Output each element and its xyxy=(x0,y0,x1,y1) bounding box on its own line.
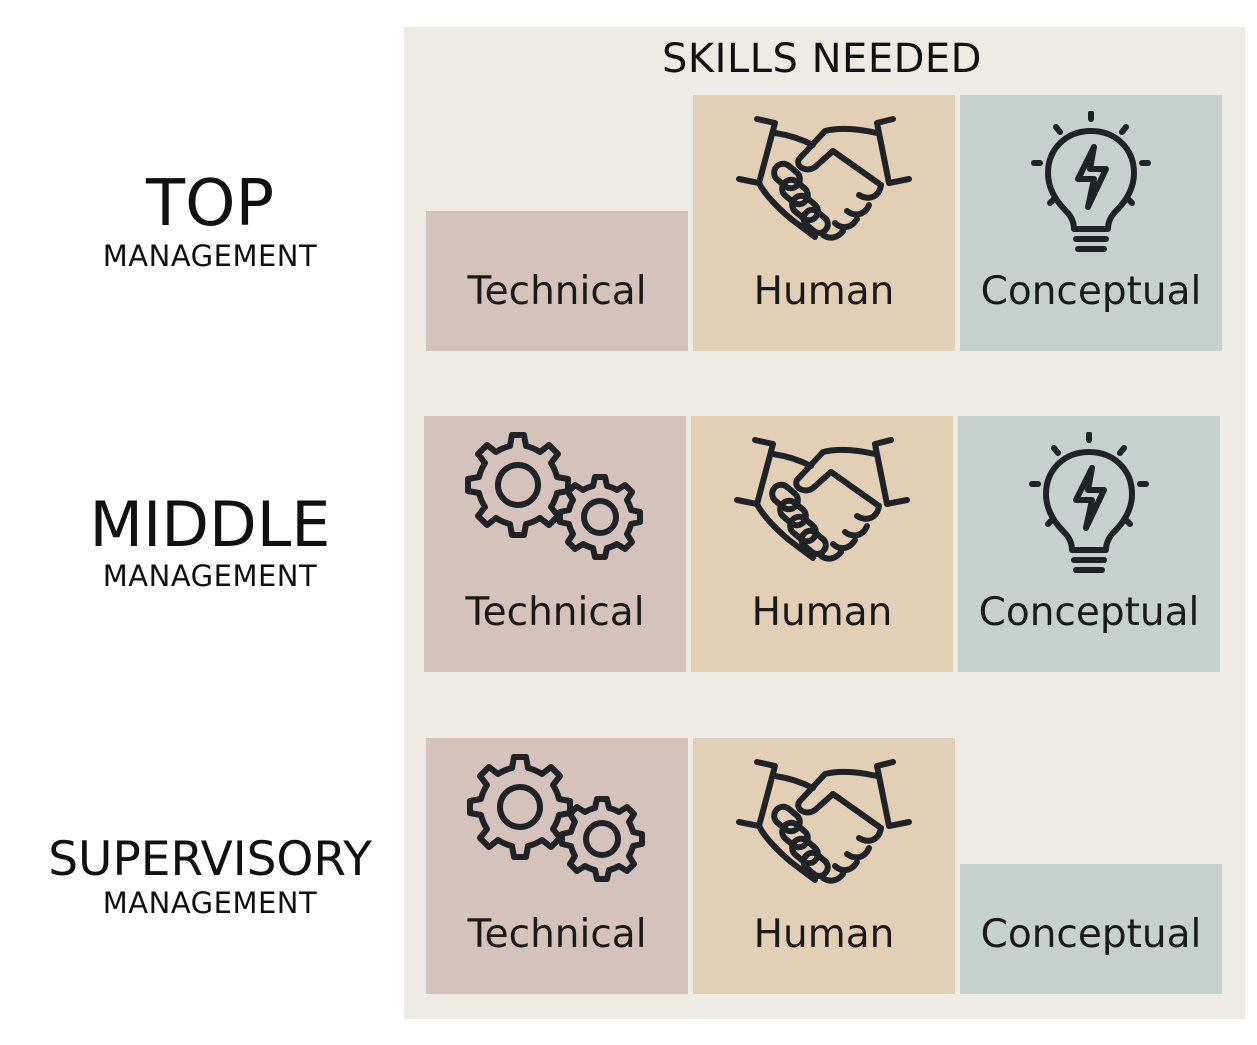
middle-human-cell: Human xyxy=(691,416,953,672)
cell-label: Technical xyxy=(467,912,647,957)
level-top-label: TOP MANAGEMENT xyxy=(0,172,420,271)
level-sub: MANAGEMENT xyxy=(102,886,318,920)
lightbulb-icon xyxy=(958,432,1220,582)
supervisory-conceptual-cell: Conceptual xyxy=(960,864,1222,994)
top-conceptual-cell: Conceptual xyxy=(960,95,1222,351)
lightbulb-icon xyxy=(960,111,1222,261)
level-name: SUPERVISORY xyxy=(48,832,372,887)
level-name: MIDDLE xyxy=(89,488,331,561)
handshake-icon xyxy=(693,111,955,261)
middle-conceptual-cell: Conceptual xyxy=(958,416,1220,672)
cell-label: Conceptual xyxy=(978,590,1200,635)
level-middle-label: MIDDLE MANAGEMENT xyxy=(0,494,420,591)
cell-label: Human xyxy=(751,590,893,635)
level-sub: MANAGEMENT xyxy=(102,239,318,273)
panel-title: SKILLS NEEDED xyxy=(662,36,982,82)
cell-label: Conceptual xyxy=(980,912,1202,957)
supervisory-technical-cell: Technical xyxy=(426,738,688,994)
supervisory-human-cell: Human xyxy=(693,738,955,994)
handshake-icon xyxy=(691,432,953,582)
gears-icon xyxy=(424,432,686,582)
cell-label: Technical xyxy=(467,269,647,314)
middle-technical-cell: Technical xyxy=(424,416,686,672)
top-human-cell: Human xyxy=(693,95,955,351)
top-technical-cell: Technical xyxy=(426,211,688,351)
cell-label: Conceptual xyxy=(980,269,1202,314)
level-sub: MANAGEMENT xyxy=(102,559,318,593)
cell-label: Human xyxy=(753,912,895,957)
level-supervisory-label: SUPERVISORY MANAGEMENT xyxy=(0,836,420,918)
cell-label: Human xyxy=(753,269,895,314)
handshake-icon xyxy=(693,754,955,904)
gears-icon xyxy=(426,754,688,904)
level-name: TOP xyxy=(145,167,275,241)
cell-label: Technical xyxy=(465,590,645,635)
